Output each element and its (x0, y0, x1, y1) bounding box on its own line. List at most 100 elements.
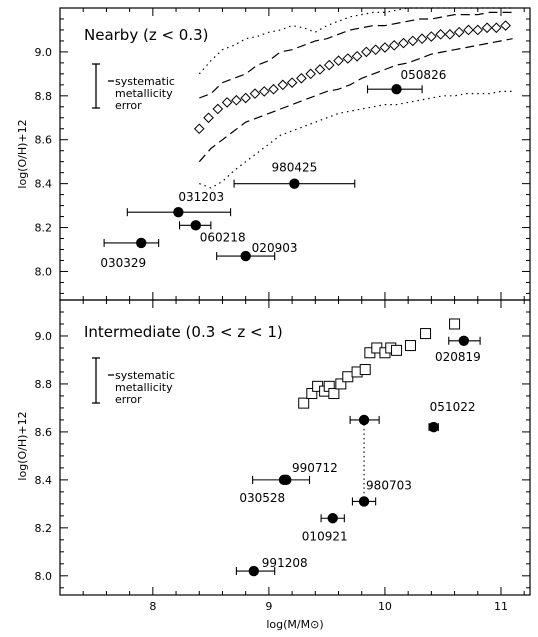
reference-diamond (314, 64, 326, 75)
comparison-square (359, 364, 371, 376)
data-point (281, 474, 292, 486)
y-tick-label: 8.4 (35, 178, 53, 191)
reference-diamond (407, 35, 419, 47)
point-label: 050826 (401, 68, 447, 82)
reference-diamond (361, 46, 372, 58)
reference-diamond (388, 40, 400, 51)
systematic-note-1: systematic (115, 75, 175, 88)
x-tick-label: 9 (265, 600, 272, 613)
y-tick-label: 8.2 (35, 522, 53, 535)
point-label: 980425 (272, 161, 318, 175)
reference-diamond (203, 112, 214, 124)
y-tick-label: 9.0 (35, 46, 53, 59)
reference-diamond (268, 83, 279, 95)
systematic-note-2: metallicity (115, 87, 173, 100)
panel-0-marks: 8.0 8.2 8.4 8.6 8.8 9.0 050826 980425 031203 0602… (35, 7, 530, 300)
reference-diamond (416, 33, 428, 45)
comparison-square (306, 388, 318, 400)
reference-diamond (221, 97, 233, 108)
data-point (248, 565, 260, 577)
reference-diamond (342, 53, 354, 64)
reference-diamond (491, 22, 502, 34)
reference-diamond (435, 29, 446, 40)
y-tick-label: 8.8 (35, 90, 53, 103)
y-tick-label: 8.0 (35, 265, 53, 278)
plot-frame (59, 299, 531, 596)
point-label: 020819 (435, 350, 481, 364)
comparison-square (391, 344, 403, 356)
comparison-square (328, 388, 340, 400)
x-tick-label: 8 (149, 600, 156, 613)
data-point (458, 335, 470, 346)
y-tick-label: 9.0 (35, 330, 53, 343)
point-label: 030329 (100, 256, 146, 270)
comparison-square (420, 328, 432, 340)
data-point (327, 513, 338, 524)
data-point (391, 84, 402, 95)
systematic-note-3: error (115, 393, 142, 406)
reference-diamond (305, 68, 316, 80)
y-axis-label: log(O/H)+12 (16, 119, 29, 188)
reference-diamond (472, 24, 484, 36)
comparison-square (335, 378, 347, 390)
point-label: 060218 (200, 230, 246, 244)
data-point (289, 178, 300, 189)
panel-title: Intermediate (0.3 < z < 1) (84, 323, 283, 341)
comparison-square (298, 397, 310, 409)
systematic-note-3: error (115, 99, 142, 112)
systematic-error-key: systematic metallicity error (92, 357, 175, 406)
point-label: 020903 (252, 241, 298, 255)
x-tick-label: 10 (378, 600, 392, 613)
reference-diamond (296, 72, 307, 84)
reference-diamond (426, 31, 437, 42)
x-tick-label: 11 (494, 600, 508, 613)
reference-diamond (240, 92, 251, 104)
comparison-square (404, 340, 416, 352)
systematic-error-key: systematic metallicity error (92, 63, 175, 112)
reference-diamond (286, 77, 298, 88)
point-label: 990712 (292, 461, 338, 475)
y-tick-label: 8.6 (35, 134, 53, 147)
data-point (190, 220, 201, 231)
y-tick-label: 8.2 (35, 222, 53, 235)
panel-1-marks: 8 9 10 11 8.0 8.2 8.4 8.6 8.8 9.0 020819 051022 9907… (35, 299, 530, 613)
chart-marks: 8.0 8.2 8.4 8.6 8.8 9.0 050826 980425 031203 0602… (35, 7, 530, 613)
reference-diamond (258, 86, 270, 97)
reference-diamond (249, 88, 261, 99)
reference-diamond (398, 37, 409, 49)
y-tick-label: 8.0 (35, 570, 53, 583)
reference-diamond (351, 50, 363, 62)
y-axis-label: log(O/H)+12 (16, 411, 29, 480)
y-tick-label: 8.4 (35, 474, 53, 487)
reference-diamond (453, 26, 465, 38)
systematic-note-2: metallicity (115, 381, 173, 394)
point-label: 010921 (302, 529, 348, 543)
reference-diamond (323, 59, 335, 71)
comparison-square (449, 318, 461, 330)
data-point (240, 250, 251, 262)
systematic-note-1: systematic (115, 369, 175, 382)
reference-dashed-line (199, 11, 513, 99)
reference-diamond (500, 20, 511, 31)
point-label: 031203 (178, 190, 224, 204)
reference-dotted-line (198, 7, 513, 75)
reference-diamond (277, 79, 289, 91)
reference-diamond (231, 94, 242, 106)
comparison-square (342, 371, 354, 383)
point-label: 980703 (366, 478, 412, 492)
reference-diamond (212, 103, 224, 115)
reference-diamond (481, 22, 493, 34)
point-label: 030528 (239, 491, 285, 505)
x-axis-label: log(M/M⊙) (266, 618, 323, 631)
reference-dashed-line (198, 38, 513, 163)
data-point (358, 496, 370, 507)
data-point (428, 421, 439, 433)
data-point (358, 414, 370, 426)
reference-diamond (370, 44, 381, 56)
reference-diamond (193, 123, 205, 135)
reference-dotted-line (199, 90, 513, 189)
y-tick-label: 8.6 (35, 426, 53, 439)
reference-diamond (444, 29, 456, 40)
data-point (136, 237, 147, 249)
